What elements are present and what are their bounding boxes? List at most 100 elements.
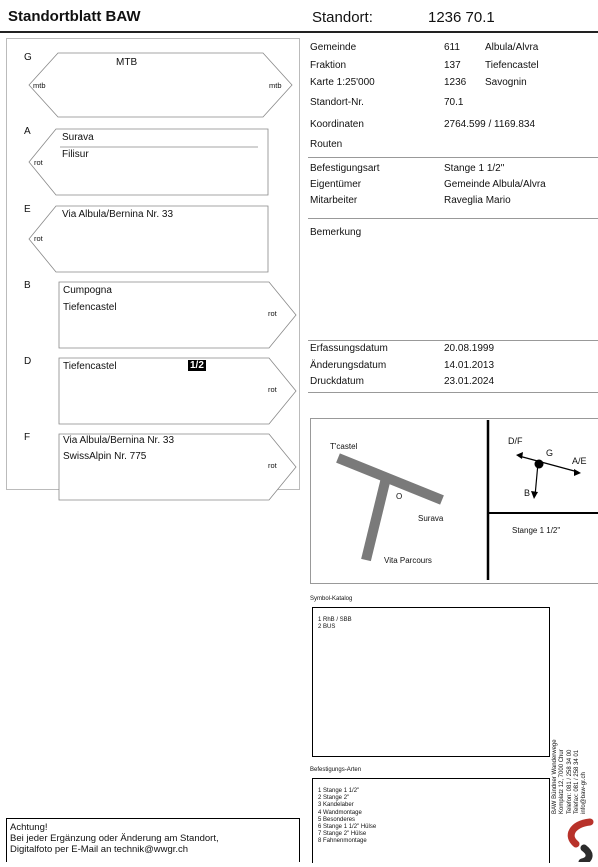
karte-label: Karte 1:25'000 (310, 77, 375, 88)
symbol-katalog-box (312, 607, 550, 757)
sign-e-shape (28, 205, 269, 273)
sign-e-letter: E (24, 204, 31, 215)
sign-a-line1: Surava (62, 132, 94, 143)
sign-d-letter: D (24, 356, 32, 367)
address-block: BAW Bündner Wanderwege Komplatz 12, 7000… (552, 739, 588, 814)
notice-line1: Achtung! (10, 822, 48, 833)
header-rule (0, 31, 598, 33)
sign-a-color: rot (34, 158, 43, 167)
sign-b: Cumpogna Tiefencastel rot (58, 281, 298, 349)
gemeinde-label: Gemeinde (310, 42, 357, 53)
sketch-df: D/F (508, 436, 523, 446)
fraktion-name: Tiefencastel (485, 60, 539, 71)
symbol-katalog-title: Symbol-Katalog (310, 596, 353, 602)
befestigung-item: 6 Stange 1 1/2" Hülse (318, 824, 377, 831)
address-line: info@baw-gr.ch (581, 772, 588, 814)
standort-nr-value: 70.1 (444, 97, 464, 108)
address-line: Telefax: 081 / 258 34 01 (573, 749, 580, 814)
divider-dates (308, 392, 598, 393)
koordinaten-value: 2764.599 / 1169.834 (444, 119, 536, 130)
sign-g: MTB mtb mtb (28, 52, 293, 118)
befestigungs-arten-list: 1 Stange 1 1/2" 2 Stange 2" 3 Kandelaber… (318, 788, 376, 846)
karte-name: Savognin (485, 77, 527, 88)
karte-code: 1236 (444, 77, 467, 88)
befestigung-item: 2 Stange 2" (318, 795, 350, 802)
befestigungs-arten-title: Befestigungs-Arten (310, 767, 362, 773)
sign-g-shape (28, 52, 293, 118)
eigentuemer-value: Gemeinde Albula/Alvra (444, 179, 546, 190)
erfassungsdatum-value: 20.08.1999 (444, 343, 495, 354)
address-line: Telefon: 081 / 258 34 00 (566, 749, 573, 814)
sign-d-badge: 1/2 (188, 360, 206, 371)
aenderungsdatum-value: 14.01.2013 (444, 360, 495, 371)
sketch-surava: Surava (418, 514, 444, 523)
befestigung-item: 4 Wandmontage (318, 809, 362, 816)
mitarbeiter-value: Raveglia Mario (444, 195, 511, 206)
sketch-stange: Stange 1 1/2" (512, 526, 561, 535)
notice-text: Achtung! Bei jeder Ergänzung oder Änderu… (10, 822, 219, 855)
befestigungsart-value: Stange 1 1/2" (444, 163, 505, 174)
sign-g-title: MTB (116, 57, 138, 68)
divider-mitarbeiter (308, 218, 598, 219)
notice-box (6, 818, 300, 862)
befestigung-item: 5 Besonderes (318, 816, 356, 823)
befestigung-item: 7 Stange 2" Hülse (318, 831, 367, 838)
routen-label: Routen (310, 139, 343, 150)
sign-f-line1: Via Albula/Bernina Nr. 33 (63, 435, 175, 446)
sketch-tcastel: T'castel (330, 442, 358, 451)
befestigung-item: 1 Stange 1 1/2" (318, 788, 360, 794)
sketch-frame (310, 418, 598, 584)
befestigung-item: 3 Kandelaber (318, 802, 354, 809)
symbol-item: 1 RhB / SBB (318, 617, 352, 623)
address-line: Komplatz 12, 7000 Chur (559, 749, 566, 814)
sign-g-right-color: mtb (269, 81, 282, 90)
sign-a-line2: Filisur (62, 149, 89, 160)
notice-line2: Bei jeder Ergänzung oder Änderung am Sta… (10, 833, 219, 844)
sign-f-color: rot (268, 461, 277, 470)
standort-label: Standort: (312, 9, 373, 26)
koordinaten-label: Koordinaten (310, 119, 364, 130)
bemerkung-label: Bemerkung (310, 227, 362, 238)
sketch-ae: A/E (572, 456, 587, 466)
sign-e: Via Albula/Bernina Nr. 33 rot (28, 205, 270, 273)
sign-b-letter: B (24, 280, 31, 291)
sign-g-left-color: mtb (33, 81, 46, 90)
sign-a-shape (28, 128, 269, 196)
befestigung-item: 8 Fahnenmontage (318, 838, 367, 845)
sign-b-shape (58, 281, 297, 349)
standort-value: 1236 70.1 (428, 9, 495, 26)
divider-bemerkung (308, 340, 598, 341)
address-line: BAW Bündner Wanderwege (552, 739, 558, 814)
fraktion-code: 137 (444, 60, 461, 71)
sign-f-line2: SwissAlpin Nr. 775 (63, 451, 147, 462)
druckdatum-value: 23.01.2024 (444, 376, 495, 387)
sign-f-shape (58, 433, 297, 501)
sign-e-color: rot (34, 234, 43, 243)
sign-f-letter: F (24, 432, 31, 443)
sketch-b: B (524, 488, 531, 498)
sign-b-line2: Tiefencastel (63, 302, 117, 313)
baw-logo (560, 818, 598, 866)
druckdatum-label: Druckdatum (310, 376, 364, 387)
sketch-drawing (336, 420, 598, 580)
erfassungsdatum-label: Erfassungsdatum (310, 343, 388, 354)
sign-b-line1: Cumpogna (63, 285, 112, 296)
sign-b-color: rot (268, 309, 277, 318)
sign-a-letter: A (24, 126, 31, 137)
symbol-katalog-list: 1 RhB / SBB 2 BUS (318, 617, 352, 631)
sign-a: Surava Filisur rot (28, 128, 270, 196)
gemeinde-code: 611 (444, 42, 460, 53)
sketch-o: O (396, 492, 403, 501)
notice-line3: Digitalfoto per E-Mail an technik@wwgr.c… (10, 844, 189, 855)
location-sketch: T'castel O Surava Vita Parcours D/F G A/… (310, 418, 598, 582)
standort-nr-label: Standort-Nr. (310, 97, 364, 108)
symbol-item: 2 BUS (318, 624, 336, 631)
sign-d-line1: Tiefencastel (63, 361, 117, 372)
divider-routen (308, 157, 598, 158)
sign-g-letter: G (24, 52, 32, 63)
sketch-g: G (546, 448, 554, 458)
befestigungsart-label: Befestigungsart (310, 163, 380, 174)
baw-logo-mark (567, 818, 594, 866)
befestigungs-arten-box (312, 778, 550, 863)
sign-d: Tiefencastel 1/2 rot (58, 357, 298, 425)
